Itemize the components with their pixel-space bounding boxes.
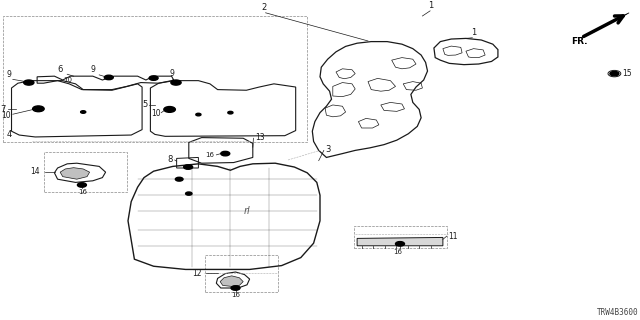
Circle shape (164, 107, 175, 112)
Circle shape (175, 177, 183, 181)
Text: 16: 16 (231, 292, 240, 299)
Text: TRW4B3600: TRW4B3600 (597, 308, 639, 317)
Circle shape (81, 111, 86, 113)
Text: 16: 16 (394, 249, 403, 255)
Text: 4: 4 (6, 130, 12, 139)
Circle shape (24, 80, 34, 85)
Text: 16: 16 (79, 189, 88, 196)
Circle shape (33, 106, 44, 112)
Text: rl: rl (243, 206, 250, 216)
Bar (44, 152, 127, 192)
Text: 9: 9 (170, 69, 175, 78)
Circle shape (396, 242, 404, 246)
Circle shape (184, 165, 193, 169)
Circle shape (149, 76, 158, 80)
Text: 11: 11 (448, 232, 458, 241)
Text: 14: 14 (31, 167, 40, 177)
Circle shape (171, 80, 181, 85)
Text: 5: 5 (142, 100, 147, 109)
Bar (205, 255, 278, 292)
Text: 3: 3 (325, 145, 330, 154)
Bar (354, 226, 447, 248)
Text: 8: 8 (168, 156, 173, 164)
Polygon shape (357, 237, 443, 246)
Text: 13: 13 (255, 133, 264, 142)
Polygon shape (581, 13, 629, 38)
Text: 7: 7 (0, 105, 5, 114)
Circle shape (610, 71, 619, 76)
Text: 9: 9 (6, 70, 12, 79)
Text: 1: 1 (471, 28, 476, 37)
Circle shape (196, 113, 201, 116)
Circle shape (221, 151, 230, 156)
Text: 10: 10 (1, 111, 11, 120)
Circle shape (231, 286, 240, 290)
Text: 6: 6 (58, 65, 63, 74)
Bar (3, 16, 307, 142)
Circle shape (228, 111, 233, 114)
Text: 16: 16 (205, 152, 214, 158)
Circle shape (77, 183, 86, 187)
Text: 12: 12 (192, 269, 202, 278)
Text: 10: 10 (63, 77, 72, 83)
Circle shape (104, 75, 113, 80)
Text: 15: 15 (622, 69, 632, 78)
Polygon shape (220, 276, 243, 286)
Text: FR.: FR. (571, 37, 588, 46)
Text: 9: 9 (90, 65, 95, 74)
Text: 2: 2 (261, 3, 266, 12)
Text: 1: 1 (428, 1, 433, 10)
Circle shape (186, 192, 192, 195)
Polygon shape (60, 168, 90, 179)
Text: 10: 10 (151, 109, 161, 118)
